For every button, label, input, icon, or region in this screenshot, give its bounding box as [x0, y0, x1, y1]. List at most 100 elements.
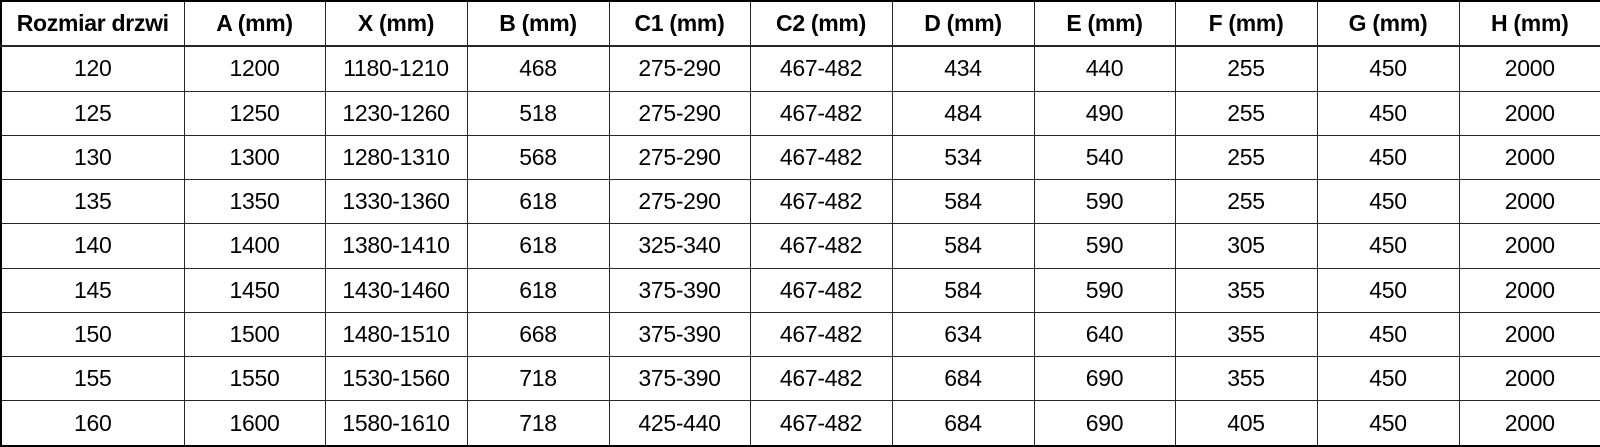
table-cell: 125	[0, 90, 185, 136]
table-cell: 425-440	[608, 400, 751, 447]
table-cell: 355	[1174, 267, 1318, 313]
table-cell: 668	[466, 311, 610, 358]
table-cell: 467-482	[749, 45, 893, 92]
table-cell: 534	[891, 134, 1035, 181]
table-cell: 434	[891, 45, 1035, 92]
table-cell: 1580-1610	[324, 400, 468, 447]
column-header-c2: C2 (mm)	[749, 0, 893, 47]
table-cell: 584	[891, 223, 1035, 269]
column-header-g: G (mm)	[1316, 0, 1460, 47]
table-cell: 718	[466, 400, 610, 447]
table-cell: 255	[1174, 134, 1318, 181]
column-header-e: E (mm)	[1033, 0, 1176, 47]
table-cell: 540	[1033, 134, 1176, 181]
table-cell: 450	[1316, 356, 1460, 402]
table-cell: 584	[891, 267, 1035, 313]
table-cell: 255	[1174, 179, 1318, 225]
table-cell: 120	[0, 45, 185, 92]
table-row: 120 1200 1180-1210 468 275-290 467-482 434 440 2…	[0, 45, 1600, 92]
table-cell: 450	[1316, 311, 1460, 358]
table-cell: 467-482	[749, 179, 893, 225]
table-row: 150 1500 1480-1510 668 375-390 467-482 634 640 3…	[0, 311, 1600, 358]
table-body: 120 1200 1180-1210 468 275-290 467-482 434 440 2…	[0, 45, 1600, 447]
table-cell: 1280-1310	[324, 134, 468, 181]
column-header-d: D (mm)	[891, 0, 1035, 47]
table-cell: 2000	[1458, 400, 1600, 447]
table-cell: 1450	[183, 267, 326, 313]
table-row: 130 1300 1280-1310 568 275-290 467-482 534 540 2…	[0, 134, 1600, 181]
table-cell: 2000	[1458, 356, 1600, 402]
table-cell: 518	[466, 90, 610, 136]
table-cell: 484	[891, 90, 1035, 136]
table-cell: 145	[0, 267, 185, 313]
table-cell: 640	[1033, 311, 1176, 358]
table-cell: 1500	[183, 311, 326, 358]
table-cell: 1200	[183, 45, 326, 92]
column-header-b: B (mm)	[466, 0, 610, 47]
table-cell: 1180-1210	[324, 45, 468, 92]
table-cell: 450	[1316, 179, 1460, 225]
table-cell: 590	[1033, 267, 1176, 313]
table-cell: 468	[466, 45, 610, 92]
table-cell: 130	[0, 134, 185, 181]
table-cell: 1230-1260	[324, 90, 468, 136]
table-cell: 467-482	[749, 356, 893, 402]
table-cell: 1330-1360	[324, 179, 468, 225]
table-cell: 275-290	[608, 45, 751, 92]
table-cell: 684	[891, 356, 1035, 402]
table-cell: 2000	[1458, 134, 1600, 181]
table-cell: 467-482	[749, 267, 893, 313]
table-cell: 467-482	[749, 311, 893, 358]
table-cell: 618	[466, 223, 610, 269]
table-cell: 1250	[183, 90, 326, 136]
table-cell: 450	[1316, 223, 1460, 269]
table-cell: 155	[0, 356, 185, 402]
table-cell: 1530-1560	[324, 356, 468, 402]
table-cell: 275-290	[608, 90, 751, 136]
table-cell: 325-340	[608, 223, 751, 269]
table-cell: 1350	[183, 179, 326, 225]
table-cell: 135	[0, 179, 185, 225]
table-cell: 375-390	[608, 311, 751, 358]
table-cell: 568	[466, 134, 610, 181]
table-cell: 1600	[183, 400, 326, 447]
table-cell: 450	[1316, 267, 1460, 313]
table-row: 140 1400 1380-1410 618 325-340 467-482 584 590 3…	[0, 223, 1600, 269]
table-cell: 2000	[1458, 311, 1600, 358]
table-row: 160 1600 1580-1610 718 425-440 467-482 684 690 4…	[0, 400, 1600, 447]
table-cell: 684	[891, 400, 1035, 447]
column-header-f: F (mm)	[1174, 0, 1318, 47]
table-cell: 2000	[1458, 179, 1600, 225]
table-cell: 375-390	[608, 356, 751, 402]
table-cell: 590	[1033, 179, 1176, 225]
table-cell: 450	[1316, 400, 1460, 447]
table-cell: 450	[1316, 134, 1460, 181]
table-cell: 1380-1410	[324, 223, 468, 269]
column-header-a: A (mm)	[183, 0, 326, 47]
table-cell: 1430-1460	[324, 267, 468, 313]
table-cell: 690	[1033, 400, 1176, 447]
table-cell: 2000	[1458, 223, 1600, 269]
table-cell: 355	[1174, 311, 1318, 358]
table-cell: 690	[1033, 356, 1176, 402]
column-header-h: H (mm)	[1458, 0, 1600, 47]
table-cell: 150	[0, 311, 185, 358]
table-cell: 467-482	[749, 400, 893, 447]
table-cell: 255	[1174, 90, 1318, 136]
table-header-row: Rozmiar drzwi A (mm) X (mm) B (mm) C1 (m…	[0, 0, 1600, 47]
table-cell: 140	[0, 223, 185, 269]
table-cell: 450	[1316, 45, 1460, 92]
column-header-rozmiar-drzwi: Rozmiar drzwi	[0, 0, 185, 47]
table-cell: 2000	[1458, 45, 1600, 92]
table-cell: 1480-1510	[324, 311, 468, 358]
table-cell: 618	[466, 267, 610, 313]
table-cell: 255	[1174, 45, 1318, 92]
table-row: 145 1450 1430-1460 618 375-390 467-482 584 590 3…	[0, 267, 1600, 313]
table-cell: 305	[1174, 223, 1318, 269]
table-cell: 467-482	[749, 223, 893, 269]
table-cell: 584	[891, 179, 1035, 225]
table-cell: 467-482	[749, 134, 893, 181]
table-cell: 160	[0, 400, 185, 447]
table-cell: 634	[891, 311, 1035, 358]
